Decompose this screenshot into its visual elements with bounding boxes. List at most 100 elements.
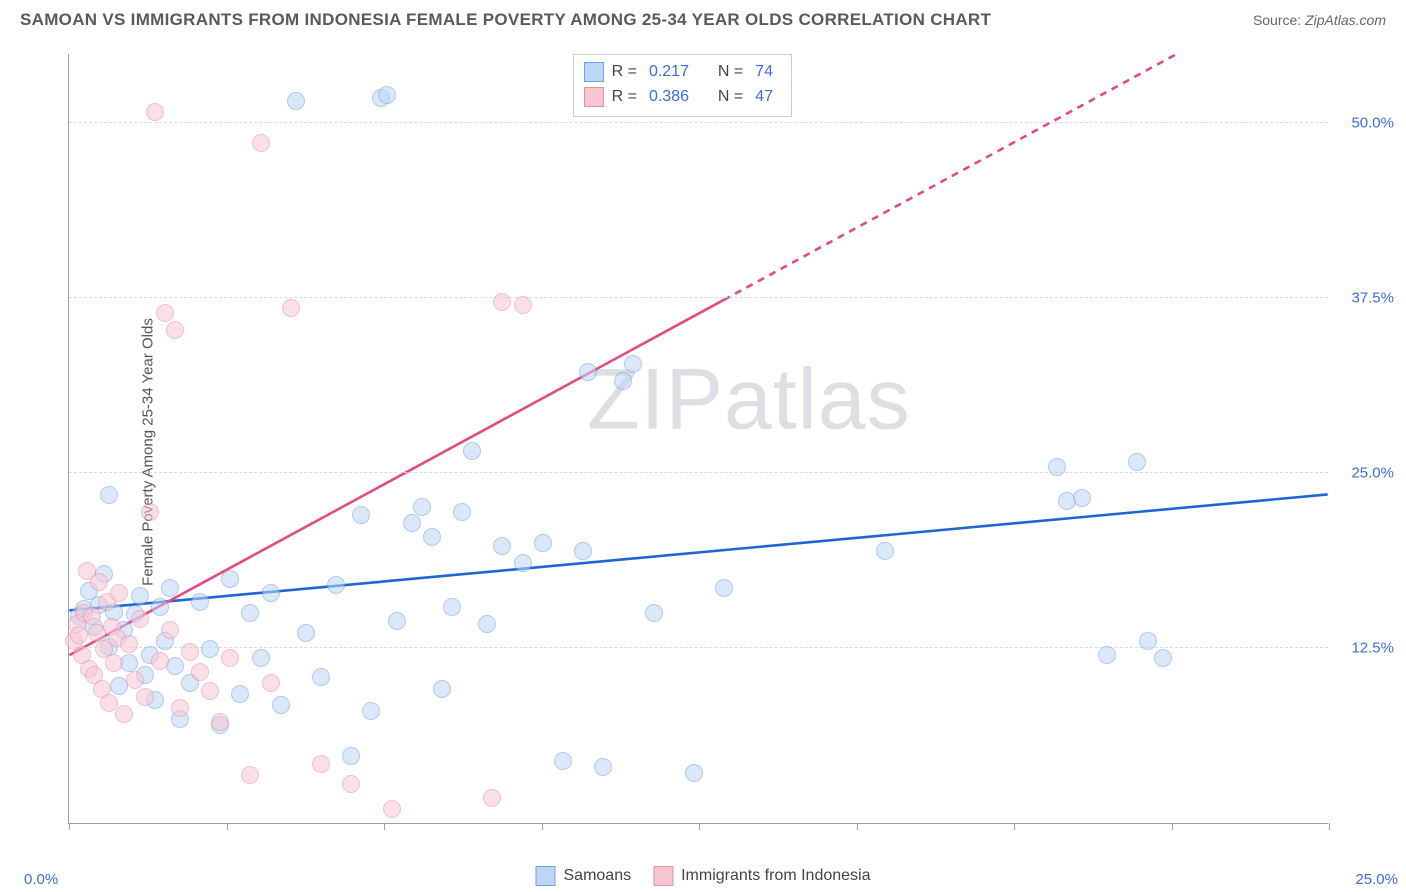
n-label: N =: [718, 85, 743, 110]
data-point-samoans: [403, 514, 421, 532]
data-point-samoans: [327, 576, 345, 594]
data-point-samoans: [645, 604, 663, 622]
r-value: 0.386: [649, 85, 689, 110]
data-point-samoans: [1154, 649, 1172, 667]
data-point-indonesia: [171, 699, 189, 717]
data-point-indonesia: [262, 674, 280, 692]
x-tick-mark: [384, 823, 385, 830]
legend-swatch-samoans: [536, 866, 556, 886]
n-value: 74: [755, 60, 773, 85]
data-point-indonesia: [115, 705, 133, 723]
plot-area: ZIPatlas R =0.217 N =74R =0.386 N =47 12…: [68, 54, 1328, 824]
data-point-samoans: [287, 92, 305, 110]
corr-row-samoans: R =0.217 N =74: [584, 60, 777, 85]
swatch-samoans: [584, 62, 604, 82]
data-point-samoans: [1139, 632, 1157, 650]
data-point-samoans: [352, 506, 370, 524]
gridline: [69, 122, 1328, 123]
data-point-samoans: [443, 598, 461, 616]
data-point-indonesia: [110, 584, 128, 602]
data-point-samoans: [312, 668, 330, 686]
x-tick-mark: [1172, 823, 1173, 830]
data-point-indonesia: [151, 652, 169, 670]
correlation-chart: Female Poverty Among 25-34 Year Olds ZIP…: [42, 44, 1394, 860]
data-point-samoans: [378, 86, 396, 104]
swatch-indonesia: [584, 87, 604, 107]
data-point-samoans: [493, 537, 511, 555]
y-tick-label: 12.5%: [1351, 640, 1394, 657]
x-tick-mark: [1014, 823, 1015, 830]
data-point-indonesia: [70, 626, 88, 644]
y-tick-label: 37.5%: [1351, 290, 1394, 307]
data-point-samoans: [715, 579, 733, 597]
data-point-samoans: [594, 758, 612, 776]
x-tick-mark: [1329, 823, 1330, 830]
data-point-samoans: [423, 528, 441, 546]
data-point-indonesia: [493, 293, 511, 311]
data-point-samoans: [574, 542, 592, 560]
data-point-samoans: [413, 498, 431, 516]
data-point-samoans: [221, 570, 239, 588]
data-point-samoans: [478, 615, 496, 633]
x-tick-mark: [227, 823, 228, 830]
x-tick-mark: [542, 823, 543, 830]
data-point-samoans: [388, 612, 406, 630]
y-tick-label: 25.0%: [1351, 465, 1394, 482]
data-point-indonesia: [120, 635, 138, 653]
r-label: R =: [612, 60, 637, 85]
watermark-bold: ZIP: [587, 352, 724, 448]
data-point-indonesia: [83, 607, 101, 625]
gridline: [69, 297, 1328, 298]
page-title: SAMOAN VS IMMIGRANTS FROM INDONESIA FEMA…: [20, 10, 991, 30]
source-credit: Source: ZipAtlas.com: [1253, 12, 1386, 28]
data-point-samoans: [342, 747, 360, 765]
data-point-samoans: [131, 587, 149, 605]
data-point-indonesia: [161, 621, 179, 639]
source-link[interactable]: ZipAtlas.com: [1305, 12, 1386, 28]
data-point-samoans: [624, 355, 642, 373]
data-point-indonesia: [483, 789, 501, 807]
data-point-indonesia: [131, 610, 149, 628]
x-axis-max-label: 25.0%: [1355, 871, 1398, 888]
data-point-samoans: [161, 579, 179, 597]
legend-label: Immigrants from Indonesia: [681, 867, 870, 885]
data-point-samoans: [201, 640, 219, 658]
trend-lines: [69, 54, 1328, 823]
x-tick-mark: [857, 823, 858, 830]
data-point-samoans: [252, 649, 270, 667]
x-tick-mark: [699, 823, 700, 830]
data-point-indonesia: [282, 299, 300, 317]
n-label: N =: [718, 60, 743, 85]
data-point-samoans: [685, 764, 703, 782]
data-point-indonesia: [146, 103, 164, 121]
data-point-samoans: [191, 593, 209, 611]
correlation-legend: R =0.217 N =74R =0.386 N =47: [573, 54, 792, 117]
legend-label: Samoans: [564, 867, 632, 885]
data-point-indonesia: [342, 775, 360, 793]
data-point-indonesia: [156, 304, 174, 322]
data-point-samoans: [297, 624, 315, 642]
data-point-samoans: [554, 752, 572, 770]
data-point-indonesia: [181, 643, 199, 661]
gridline: [69, 472, 1328, 473]
data-point-samoans: [453, 503, 471, 521]
data-point-samoans: [579, 363, 597, 381]
data-point-samoans: [151, 598, 169, 616]
data-point-indonesia: [201, 682, 219, 700]
data-point-samoans: [1098, 646, 1116, 664]
data-point-samoans: [231, 685, 249, 703]
data-point-indonesia: [221, 649, 239, 667]
data-point-samoans: [1048, 458, 1066, 476]
data-point-indonesia: [252, 134, 270, 152]
gridline: [69, 647, 1328, 648]
data-point-indonesia: [312, 755, 330, 773]
series-legend: Samoans Immigrants from Indonesia: [536, 866, 871, 886]
data-point-indonesia: [105, 654, 123, 672]
data-point-samoans: [262, 584, 280, 602]
corr-row-indonesia: R =0.386 N =47: [584, 85, 777, 110]
data-point-samoans: [100, 486, 118, 504]
data-point-samoans: [876, 542, 894, 560]
data-point-indonesia: [211, 713, 229, 731]
data-point-indonesia: [90, 573, 108, 591]
data-point-indonesia: [383, 800, 401, 818]
